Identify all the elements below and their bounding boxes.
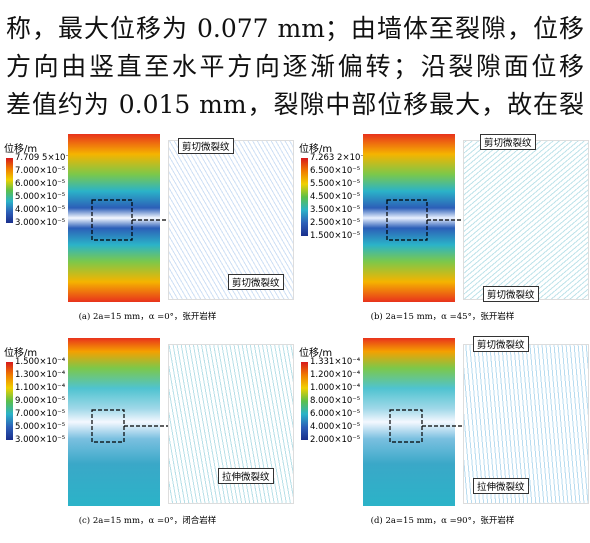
- body-line: 方向由竖直至水平方向逐渐偏转；沿裂隙面位移: [6, 50, 584, 84]
- caption: (b) 2a=15 mm，α =45°，张开岩样: [295, 310, 590, 322]
- annotation: 拉伸微裂纹: [218, 468, 274, 484]
- caption: (a) 2a=15 mm，α =0°，张开岩样: [0, 310, 295, 322]
- body-line: 差值约为 0.015 mm，裂隙中部位移最大，故在裂: [6, 88, 584, 122]
- zoom-box: [390, 410, 422, 442]
- zoom-box: [92, 410, 124, 442]
- annotation: 剪切微裂纹: [228, 274, 284, 290]
- annotation: 剪切微裂纹: [178, 138, 234, 154]
- zoom-indicator: [295, 338, 590, 508]
- zoom-indicator: [295, 134, 590, 304]
- annotation: 拉伸微裂纹: [473, 478, 529, 494]
- caption: (c) 2a=15 mm，α =0°，闭合岩样: [0, 514, 295, 526]
- annotation: 剪切微裂纹: [483, 286, 539, 302]
- caption: (d) 2a=15 mm，α =90°，张开岩样: [295, 514, 590, 526]
- body-line: 称，最大位移为 0.077 mm；由墙体至裂隙，位移: [6, 12, 584, 46]
- annotation: 剪切微裂纹: [480, 134, 536, 150]
- page: 称，最大位移为 0.077 mm；由墙体至裂隙，位移方向由竖直至水平方向逐渐偏转…: [0, 0, 590, 508]
- zoom-box: [387, 200, 427, 240]
- annotation: 剪切微裂纹: [473, 336, 529, 352]
- zoom-box: [92, 200, 132, 240]
